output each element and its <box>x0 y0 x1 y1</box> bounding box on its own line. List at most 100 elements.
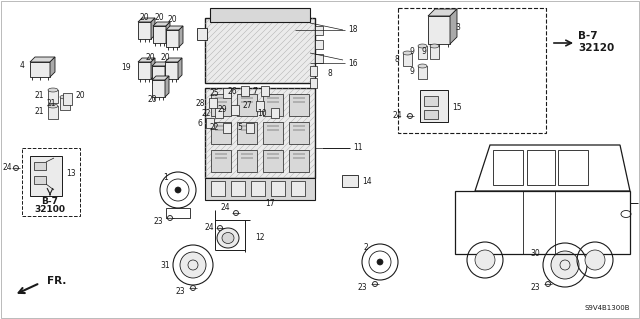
Bar <box>527 150 555 184</box>
Bar <box>558 150 588 184</box>
Text: 14: 14 <box>362 176 372 186</box>
Text: 15: 15 <box>452 103 461 113</box>
Bar <box>237 122 257 144</box>
Text: 22: 22 <box>202 108 211 117</box>
Text: 31: 31 <box>161 261 170 270</box>
Bar <box>263 94 283 116</box>
Bar <box>211 94 231 116</box>
Bar <box>251 181 265 196</box>
Circle shape <box>191 286 195 291</box>
Polygon shape <box>450 9 457 44</box>
Bar <box>153 26 166 43</box>
Bar <box>493 150 523 184</box>
Bar <box>261 86 269 96</box>
Bar <box>289 94 309 116</box>
Bar <box>398 8 546 133</box>
Polygon shape <box>152 76 169 80</box>
Bar <box>231 181 245 196</box>
Text: 9: 9 <box>421 48 426 56</box>
Circle shape <box>168 216 173 220</box>
Bar <box>263 122 283 144</box>
Ellipse shape <box>60 95 70 99</box>
Polygon shape <box>138 58 155 62</box>
Bar <box>22 148 80 216</box>
Text: 28: 28 <box>195 99 205 108</box>
Bar <box>403 53 412 66</box>
Text: 29: 29 <box>218 106 227 115</box>
Text: 24: 24 <box>220 204 230 212</box>
Text: 8: 8 <box>327 69 332 78</box>
Bar <box>48 90 58 103</box>
Polygon shape <box>166 26 183 30</box>
Polygon shape <box>153 22 170 26</box>
Text: 23: 23 <box>175 286 185 295</box>
Bar <box>166 30 179 47</box>
Text: 26: 26 <box>227 86 237 95</box>
Polygon shape <box>166 22 170 43</box>
Polygon shape <box>165 58 182 62</box>
Bar <box>455 191 630 254</box>
Text: S9V4B1300B: S9V4B1300B <box>584 305 630 311</box>
Ellipse shape <box>403 51 412 55</box>
Polygon shape <box>151 18 155 39</box>
Text: 6: 6 <box>197 118 202 128</box>
Ellipse shape <box>48 104 58 108</box>
Circle shape <box>218 226 223 231</box>
Circle shape <box>585 250 605 270</box>
Bar <box>237 94 257 116</box>
Bar <box>231 105 239 115</box>
Bar <box>291 181 305 196</box>
Bar <box>342 175 358 187</box>
Text: 20: 20 <box>167 16 177 25</box>
Bar <box>241 86 249 96</box>
Bar <box>205 178 315 200</box>
Circle shape <box>377 259 383 265</box>
Text: 25: 25 <box>209 88 219 98</box>
Polygon shape <box>165 62 169 83</box>
Bar <box>197 28 207 40</box>
Text: 21: 21 <box>35 92 44 100</box>
Bar <box>211 181 225 196</box>
Bar <box>210 8 310 22</box>
Text: 30: 30 <box>531 249 540 257</box>
Polygon shape <box>165 76 169 97</box>
Bar <box>418 66 427 79</box>
Bar <box>166 208 190 218</box>
Text: 24: 24 <box>204 224 214 233</box>
Circle shape <box>551 251 579 279</box>
Bar <box>30 156 62 196</box>
Text: 2: 2 <box>364 243 368 253</box>
Bar <box>289 122 309 144</box>
Circle shape <box>545 281 550 286</box>
Bar <box>289 150 309 172</box>
Text: 27: 27 <box>243 101 252 110</box>
Text: 10: 10 <box>257 108 267 117</box>
Text: 18: 18 <box>348 26 358 34</box>
Text: 7: 7 <box>252 86 257 95</box>
Bar <box>430 46 439 59</box>
Bar <box>34 162 46 170</box>
Text: 17: 17 <box>265 199 275 209</box>
Text: 1: 1 <box>163 174 168 182</box>
Polygon shape <box>152 62 169 66</box>
Bar <box>206 118 214 128</box>
Bar <box>138 62 151 79</box>
Bar <box>215 108 223 118</box>
Circle shape <box>234 211 239 216</box>
Text: 22: 22 <box>209 123 219 132</box>
Bar <box>420 90 448 122</box>
Bar <box>30 62 50 77</box>
Bar <box>237 150 257 172</box>
Circle shape <box>475 250 495 270</box>
Polygon shape <box>50 57 55 77</box>
Text: 20: 20 <box>145 53 155 62</box>
Text: 9: 9 <box>409 48 414 56</box>
Bar <box>315 54 323 63</box>
Text: 23: 23 <box>154 218 163 226</box>
Bar <box>223 123 231 133</box>
Text: 4: 4 <box>19 62 24 70</box>
Polygon shape <box>138 18 155 22</box>
Ellipse shape <box>217 228 239 248</box>
Bar <box>271 181 285 196</box>
Circle shape <box>408 114 413 118</box>
